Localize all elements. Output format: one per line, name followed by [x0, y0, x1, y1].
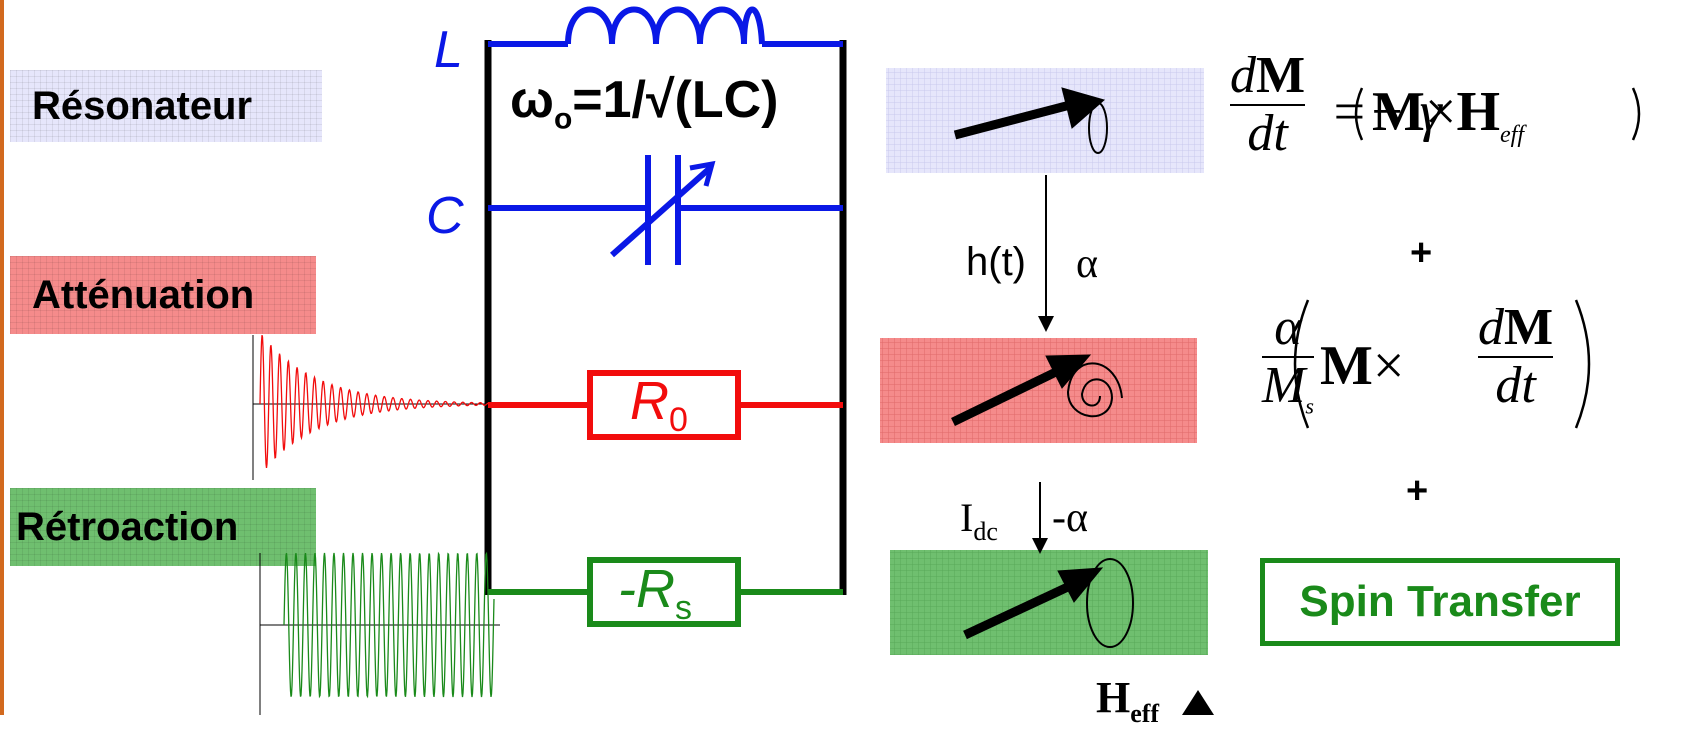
r0-label: R0 [630, 371, 688, 439]
damping-box-red [880, 338, 1197, 443]
ht-label: h(t) [966, 240, 1026, 284]
resonator-label: Résonateur [10, 70, 322, 142]
heff-arrow-icon [1182, 690, 1214, 715]
equation-brackets [1293, 87, 1641, 429]
equals-minus-gamma: =− γ [1330, 81, 1442, 143]
spin-torque-box-green [890, 550, 1208, 655]
damping-cross-term: M× [1320, 335, 1405, 397]
precession-cross-term: M×Heff [1372, 81, 1525, 149]
feedback-label: Rétroaction [10, 488, 316, 566]
magnetization-arrow-damped [951, 354, 1123, 427]
sustained-oscillation-plot [259, 551, 500, 715]
capacitor-label: C [426, 187, 464, 245]
alpha-over-ms-fraction: α Ms [1262, 299, 1314, 419]
slide-left-edge [0, 0, 4, 715]
attenuation-label: Atténuation [10, 256, 316, 334]
resistor-r0-symbol [488, 370, 843, 440]
plus-sign-1: + [1410, 232, 1433, 274]
alpha-label: α [1076, 241, 1099, 287]
resonance-formula: ωo=1/√(LC) [510, 71, 779, 136]
dm-dt-fraction: dM dt [1230, 47, 1306, 162]
resistor-rs-symbol [488, 557, 843, 627]
inductor-symbol [488, 6, 843, 47]
magnetization-arrow-sustained [963, 558, 1134, 648]
rs-label: -Rs [618, 559, 692, 627]
precession-box-blue [886, 68, 1204, 173]
spin-transfer-box: Spin Transfer [1260, 558, 1620, 646]
variable-capacitor-symbol [488, 155, 843, 265]
idc-label: Idc [960, 495, 998, 546]
plus-sign-2: + [1406, 470, 1429, 512]
heff-label: Heff [1096, 673, 1160, 728]
inductor-label: L [434, 21, 463, 79]
damped-oscillation-plot [252, 335, 491, 480]
damping-dm-dt-fraction: dM dt [1478, 299, 1554, 414]
minus-alpha-label: -α [1052, 495, 1088, 541]
magnetization-arrow-precession [953, 87, 1108, 154]
